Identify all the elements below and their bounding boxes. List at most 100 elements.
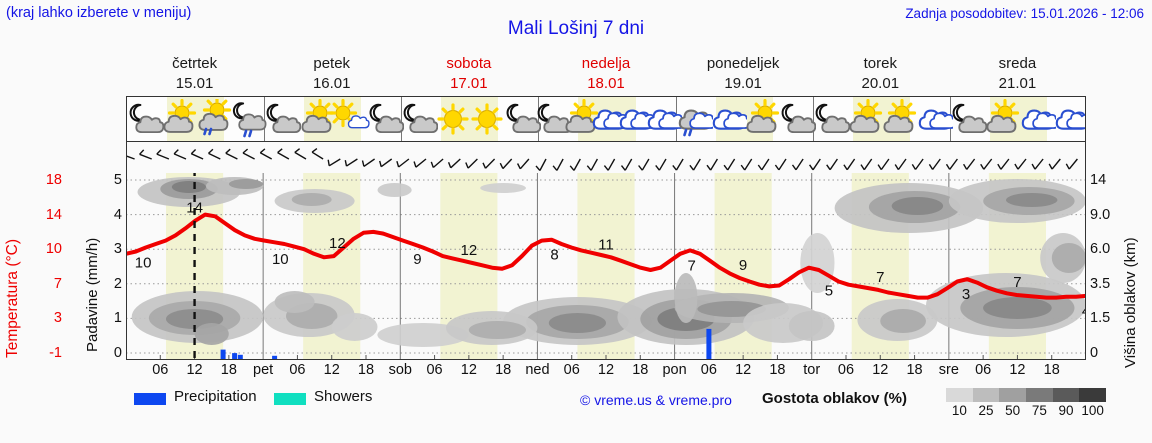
day-name: ponedeljek: [706, 55, 780, 72]
forecast-graph: 10 14 10 12 9 12 8 11 7 9 5 7 3 7 4: [126, 173, 1086, 360]
time-tick-label: 18: [906, 362, 923, 378]
temp-tick: 3: [53, 310, 62, 327]
cloud-density-tick-label: 10: [951, 403, 967, 418]
temp-tick: 14: [45, 206, 62, 223]
precipitation-legend-label: Precipitation: [174, 388, 257, 405]
cloud-tick: 6.0: [1090, 241, 1111, 258]
temperature-point-label: 8: [550, 247, 558, 264]
last-update-label: Zadnja posodobitev: 15.01.2026 - 12:06: [905, 6, 1144, 21]
time-tick-label: 18: [769, 362, 786, 378]
time-tick-label: 12: [186, 362, 203, 378]
time-tick-label: sob: [388, 362, 412, 378]
temperature-axis-title: Temperatura (°C): [4, 238, 21, 358]
time-tick-label: 12: [735, 362, 752, 378]
cloud-density-swatch: [972, 388, 1000, 402]
precipitation-axis-title: Padavine (mm/h): [84, 237, 101, 352]
day-name: sreda: [998, 55, 1037, 72]
cloud-density-swatch: [1052, 388, 1080, 402]
time-tick-label: 06: [975, 362, 992, 378]
day-header-petek: petek 16.01: [263, 54, 400, 96]
copyright-label[interactable]: © vreme.us & vreme.pro: [580, 392, 732, 408]
cloud-height-axis-ticks: 14 9.0 6.0 3.5 1.5 0: [1090, 165, 1124, 365]
temperature-point-label: 14: [186, 200, 203, 217]
day-date: 15.01: [175, 75, 214, 92]
moon-cloud-icon: [810, 99, 850, 139]
sun-cloud-rain-icon: [193, 99, 233, 139]
day-date: 20.01: [861, 75, 900, 92]
showers-legend-swatch: [274, 393, 306, 405]
time-tick-label: 06: [563, 362, 580, 378]
moon-cloud-rain-icon: [227, 99, 267, 139]
cloud-density-tick-label: 50: [1005, 403, 1021, 418]
sun-cloud-icon: [878, 99, 918, 139]
temperature-point-label: 5: [825, 283, 833, 300]
time-tick-label: 12: [1009, 362, 1026, 378]
moon-cloud-icon: [127, 99, 165, 139]
day-separator: [401, 97, 403, 141]
time-tick-label: 12: [323, 362, 340, 378]
day-separator: [812, 97, 814, 141]
legend-row: Precipitation Showers: [126, 388, 1146, 422]
temperature-point-label: 9: [739, 257, 747, 274]
day-name: sobota: [446, 55, 492, 72]
precipitation-axis-ticks: 5 4 3 2 1 0: [100, 165, 122, 365]
time-tick-label: 06: [700, 362, 717, 378]
day-name: četrtek: [172, 55, 218, 72]
temperature-point-label: 9: [413, 251, 421, 268]
cloud-density-colorbar: [946, 388, 1107, 402]
day-header-sreda: sreda 21.01: [949, 54, 1086, 96]
prec-tick: 3: [113, 241, 122, 258]
day-header-sobota: sobota 17.01: [400, 54, 537, 96]
cloud-tick: 9.0: [1090, 206, 1111, 223]
time-tick-label: 06: [289, 362, 306, 378]
prec-tick: 5: [113, 172, 122, 188]
location-menu-note[interactable]: (kraj lahko izberete v meniju): [6, 5, 192, 21]
time-tick-label: 06: [837, 362, 855, 378]
cloud-density-colorbar-labels: 10 25 50 75 90 100: [938, 403, 1118, 421]
cloud-density-swatch: [1079, 388, 1107, 402]
cloud-tick: 14: [1090, 172, 1107, 188]
sun-cloud-icon: [981, 99, 1021, 139]
sun-icon: [433, 99, 473, 139]
temp-tick: 7: [53, 275, 62, 292]
cloud-density-tick-label: 75: [1031, 403, 1047, 418]
day-date: 18.01: [587, 75, 625, 92]
moon-cloud-icon: [776, 99, 816, 139]
day-separator: [264, 97, 266, 141]
temperature-point-label: 4: [1082, 303, 1086, 320]
day-date: 16.01: [312, 75, 351, 92]
time-tick-label: pet: [253, 362, 274, 378]
day-header-četrtek: četrtek 15.01: [126, 54, 263, 96]
page-title: Mali Lošinj 7 dni: [507, 18, 645, 39]
temperature-point-label: 12: [329, 235, 346, 252]
prec-tick: 0: [113, 345, 122, 361]
time-tick-label: 06: [426, 362, 443, 378]
temperature-point-label: 7: [1013, 274, 1021, 291]
sun-cloud-icon: [560, 99, 600, 139]
day-header-row: četrtek 15.01 petek 16.01 sobota 17.01 nedelja…: [126, 54, 1086, 96]
day-name: petek: [313, 55, 351, 72]
prec-tick: 4: [113, 206, 122, 223]
time-tick-label: 18: [495, 362, 512, 378]
prec-tick: 1: [113, 310, 122, 327]
sun-cloud-small-icon: [329, 99, 370, 139]
time-tick-label: 18: [1043, 362, 1060, 378]
cloud-density-swatch: [946, 388, 973, 402]
showers-legend-label: Showers: [314, 388, 373, 405]
moon-cloud-icon: [947, 99, 987, 139]
temp-tick: 18: [45, 172, 62, 188]
cloud-icon: [1016, 99, 1056, 139]
time-tick-label: 06: [152, 362, 169, 378]
time-tick-label: ned: [525, 362, 550, 378]
time-tick-label: tor: [803, 362, 821, 378]
precipitation-legend-swatch: [134, 393, 166, 405]
moon-cloud-icon: [501, 99, 542, 139]
cloud-density-tick-label: 100: [1081, 403, 1104, 418]
temperature-point-label: 12: [461, 242, 478, 259]
sun-cloud-icon: [844, 99, 884, 139]
day-header-nedelja: nedelja 18.01: [537, 54, 674, 96]
cloud-density-swatch: [1026, 388, 1053, 402]
temperature-point-label: 7: [876, 269, 884, 286]
cloud-icon: [913, 99, 953, 139]
cloud-tick: 1.5: [1090, 310, 1111, 327]
